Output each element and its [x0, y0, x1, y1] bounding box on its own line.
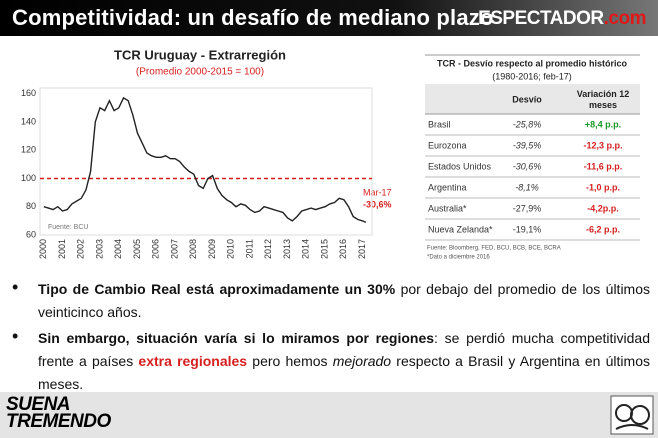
bullet-text: Tipo de Cambio Real está aproximadamente…: [38, 281, 396, 297]
x-tick-label: 2002: [76, 239, 86, 259]
chart-subtitle: (Promedio 2000-2015 = 100): [136, 67, 264, 78]
bullet-text: mejorado: [332, 353, 392, 369]
row-label: Eurozona: [428, 140, 467, 150]
x-tick-label: 2008: [188, 239, 198, 259]
table-header-bg: [425, 84, 640, 114]
y-tick-label: 100: [21, 173, 36, 183]
row-label: Brasil: [428, 119, 451, 129]
y-tick-label: 120: [21, 145, 36, 155]
annotation-label: Mar-17: [363, 187, 392, 197]
variation: -11,6 p.p.: [584, 161, 623, 171]
table-subtitle: (1980-2016; feb-17): [492, 71, 572, 81]
chart-area: TCR Uruguay - Extrarregión (Promedio 200…: [21, 47, 640, 261]
logo-line: SUENA: [6, 394, 71, 415]
y-tick-label: 140: [21, 116, 36, 126]
logo: ESPECTADOR.com: [478, 8, 646, 30]
bullet-text: : se perdió mucha competitividad frente …: [38, 330, 650, 369]
cartoon-icon: [610, 395, 654, 435]
deviation: -19,1%: [513, 224, 542, 234]
data-line: [43, 96, 367, 223]
table-title: TCR - Desvío respecto al promedio histór…: [437, 58, 628, 68]
y-tick-label: 80: [26, 201, 36, 211]
variation: -6,2 p.p.: [586, 224, 620, 234]
bullet: Tipo de Cambio Real está aproximadamente…: [10, 276, 650, 324]
header-line: Variación 12: [577, 89, 630, 99]
bullet-text: por debajo del promedio de los últimos v…: [38, 281, 650, 320]
x-tick-label: 2017: [357, 239, 367, 259]
x-tick-label: 2003: [94, 239, 104, 259]
variation: -12,3 p.p.: [583, 140, 622, 150]
row-label: Estados Unidos: [428, 161, 492, 171]
chart-title: TCR Uruguay - Extrarregión: [114, 47, 286, 62]
header-bar: Competitividad: un desafío de mediano pl…: [0, 0, 658, 36]
footer-bar: [0, 392, 658, 438]
footnote: *Dato a diciembre 2016: [427, 255, 490, 261]
x-tick-label: 2000: [38, 239, 48, 259]
bullet-text: pero hemos: [247, 353, 333, 369]
row-label: Australia*: [428, 203, 467, 213]
x-tick-label: 2004: [113, 239, 123, 259]
x-tick-label: 2015: [319, 239, 329, 259]
logo-line: TREMENDO: [6, 411, 111, 432]
y-tick-label: 60: [26, 229, 36, 239]
bullet: Sin embargo, situación varía si lo miram…: [10, 325, 650, 396]
row-label: Nueva Zelanda*: [428, 224, 493, 234]
x-tick-label: 2010: [226, 239, 236, 259]
bullet-text: Sin embargo, situación varía si lo miram…: [38, 330, 435, 346]
footer-logo: SUENA TREMENDO: [6, 394, 111, 432]
logo-main: ESPECTADOR: [478, 8, 604, 29]
deviation: -30,6%: [513, 161, 542, 171]
chart-source: Fuente: BCU: [48, 224, 88, 231]
table-header: Desvío: [512, 94, 542, 104]
slide-title: Competitividad: un desafío de mediano pl…: [12, 5, 494, 30]
table-header: Variación 12 meses: [577, 89, 630, 110]
bullet-text: respecto a Brasil y Argentina en últimos…: [38, 353, 650, 392]
deviation: -25,8%: [513, 119, 542, 129]
variation: +8,4 p.p.: [585, 119, 621, 129]
x-tick-label: 2001: [57, 239, 67, 259]
deviation: -8,1%: [515, 182, 539, 192]
variation: -1,0 p.p.: [586, 182, 620, 192]
logo-suffix: .com: [603, 8, 647, 29]
deviation: -27,9%: [513, 203, 542, 213]
bullet-text: extra regionales: [138, 353, 248, 369]
x-tick-label: 2005: [132, 239, 142, 259]
variation: -4,2p.p.: [587, 203, 619, 213]
plot-frame: [39, 87, 373, 236]
footnote: Fuente: Bloomberg, FED, BCU, BCB, BCE, B…: [427, 246, 561, 252]
x-tick-label: 2013: [282, 239, 292, 259]
y-tick-label: 160: [21, 88, 36, 98]
x-tick-label: 2009: [207, 239, 217, 259]
header-line: meses: [589, 100, 617, 110]
x-tick-label: 2014: [301, 239, 311, 259]
row-label: Argentina: [428, 182, 467, 192]
x-tick-label: 2006: [151, 239, 161, 259]
x-tick-label: 2012: [263, 239, 273, 259]
x-tick-label: 2011: [244, 239, 254, 258]
x-tick-label: 2007: [169, 239, 179, 259]
deviation: -39,5%: [513, 140, 542, 150]
annotation-value: -30,6%: [363, 199, 392, 209]
x-tick-label: 2016: [338, 239, 348, 259]
bullet-list: Tipo de Cambio Real está aproximadamente…: [10, 276, 650, 399]
